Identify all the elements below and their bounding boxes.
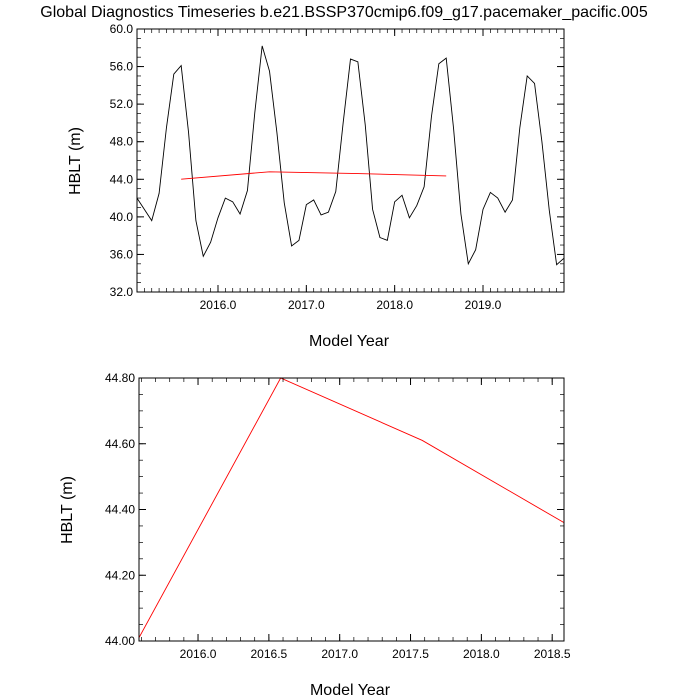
top-y-axis-label: HBLT (m) <box>67 127 84 195</box>
bottom-x-axis-label: Model Year <box>310 682 391 699</box>
figure-title: Global Diagnostics Timeseries b.e21.BSSP… <box>40 4 648 21</box>
bottom-y-tick-label: 44.60 <box>105 437 135 451</box>
top-plot-frame <box>136 28 565 293</box>
top-x-tick-label: 2018.0 <box>376 298 413 312</box>
top-y-tick-label: 56.0 <box>110 60 134 74</box>
bottom-x-tick-label: 2017.0 <box>321 647 358 661</box>
top-panel: Model Year HBLT (m) 2016.0 2017.0 2018.0 20… <box>67 22 565 350</box>
bottom-panel: Model Year HBLT (m) 2016.0 2016.5 2017.0 20… <box>59 371 571 699</box>
bottom-x-tick-label: 2016.0 <box>180 647 217 661</box>
bottom-x-tick-label: 2016.5 <box>251 647 288 661</box>
bottom-x-tick-label: 2017.5 <box>392 647 429 661</box>
top-x-tick-label: 2016.0 <box>200 298 237 312</box>
top-y-tick-label: 48.0 <box>110 135 134 149</box>
top-y-tick-label: 44.0 <box>110 172 134 186</box>
bottom-series-line-0 <box>138 377 565 638</box>
top-x-tick-label: 2017.0 <box>288 298 325 312</box>
top-y-tick-label: 60.0 <box>110 22 134 36</box>
top-x-tick-label: 2019.0 <box>465 298 502 312</box>
bottom-x-tick-label: 2018.0 <box>463 647 500 661</box>
top-y-tick-label: 32.0 <box>110 285 134 299</box>
bottom-x-tick-label: 2018.5 <box>534 647 571 661</box>
top-series-line-1 <box>181 171 447 180</box>
bottom-y-tick-label: 44.80 <box>105 371 135 385</box>
top-y-tick-label: 52.0 <box>110 97 134 111</box>
bottom-y-tick-label: 44.20 <box>105 568 135 582</box>
bottom-y-tick-label: 44.00 <box>105 634 135 648</box>
top-x-axis-label: Model Year <box>309 333 390 350</box>
top-series-line-0 <box>136 45 565 266</box>
bottom-y-axis-label: HBLT (m) <box>59 476 76 544</box>
top-y-tick-label: 36.0 <box>110 247 134 261</box>
bottom-y-tick-label: 44.40 <box>105 503 135 517</box>
top-y-tick-label: 40.0 <box>110 210 134 224</box>
bottom-plot-frame <box>138 377 565 642</box>
